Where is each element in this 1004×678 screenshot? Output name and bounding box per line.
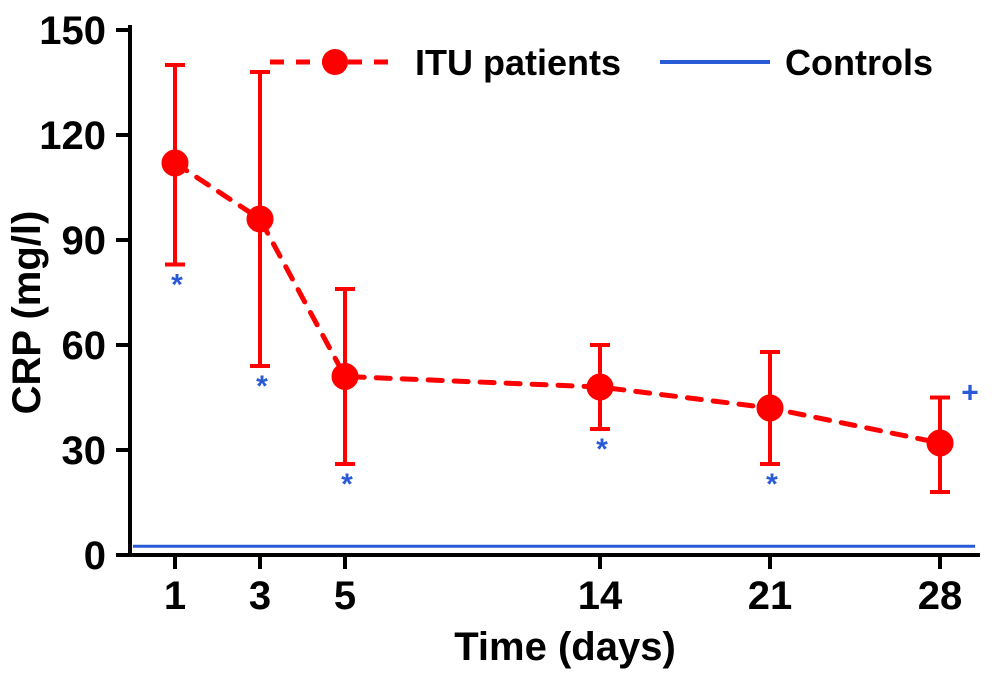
- x-axis-label: Time (days): [454, 625, 676, 669]
- y-tick-label: 0: [84, 534, 106, 578]
- x-tick-label: 28: [918, 574, 963, 618]
- x-tick-label: 14: [578, 574, 623, 618]
- y-tick-label: 90: [62, 219, 107, 263]
- legend-controls-label: Controls: [785, 42, 933, 83]
- significance-mark: *: [341, 468, 353, 501]
- significance-mark: +: [961, 377, 979, 410]
- y-tick-label: 60: [62, 324, 107, 368]
- significance-mark: *: [256, 370, 268, 403]
- crp-chart: 0 30 60 90 120 150 1 3 5 14 21 28 * * * * * + ITU patients…: [0, 0, 1004, 678]
- itu-marker: [927, 430, 953, 456]
- y-tick-label: 30: [62, 429, 107, 473]
- x-tick-label: 1: [164, 574, 186, 618]
- legend-itu-marker: [322, 49, 348, 75]
- chart-bg: [0, 0, 1004, 678]
- y-tick-label: 150: [39, 9, 106, 53]
- significance-mark: *: [766, 468, 778, 501]
- y-tick-label: 120: [39, 114, 106, 158]
- x-tick-label: 21: [748, 574, 793, 618]
- x-tick-label: 3: [249, 574, 271, 618]
- itu-marker: [332, 364, 358, 390]
- itu-marker: [247, 206, 273, 232]
- itu-marker: [587, 374, 613, 400]
- itu-marker: [757, 395, 783, 421]
- x-tick-label: 5: [334, 574, 356, 618]
- y-axis-label: CRP (mg/l): [5, 211, 49, 415]
- chart-svg: 0 30 60 90 120 150 1 3 5 14 21 28 * * * * * + ITU patients…: [0, 0, 1004, 678]
- itu-marker: [162, 150, 188, 176]
- significance-mark: *: [171, 269, 183, 302]
- significance-mark: *: [596, 433, 608, 466]
- legend-itu-label: ITU patients: [415, 42, 621, 83]
